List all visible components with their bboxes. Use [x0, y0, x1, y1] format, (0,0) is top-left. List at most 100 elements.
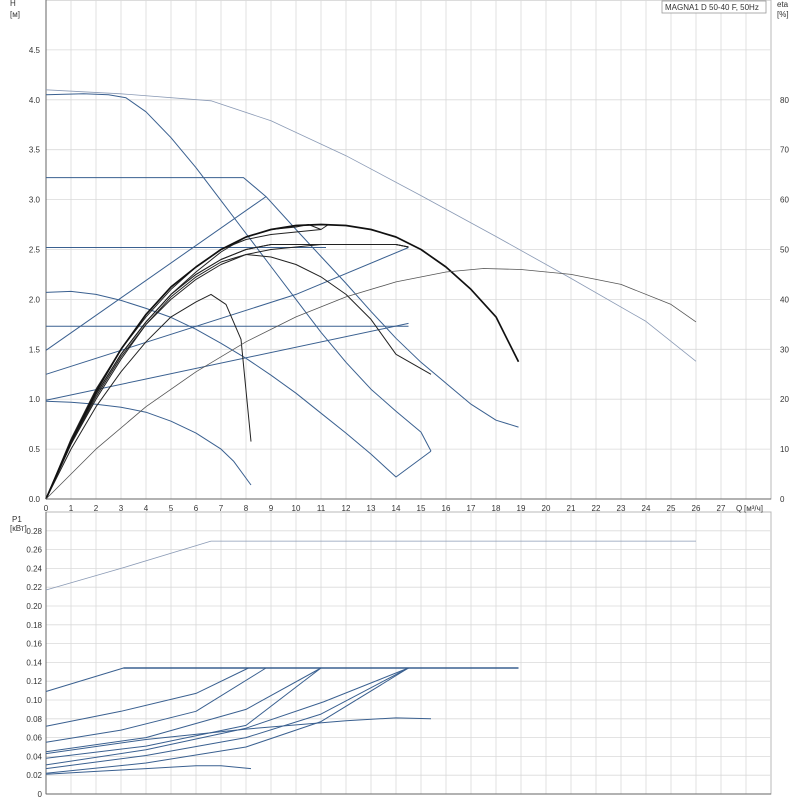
top-series-line-18 [45, 268, 697, 500]
y2-tick-label-eta: 80 [780, 96, 789, 105]
y-tick-label-p1: 0.14 [26, 658, 42, 667]
y2-tick-label-eta: 40 [780, 295, 789, 304]
y-tick-label-h: 3.0 [29, 196, 41, 205]
y-tick-label-p1: 0.20 [26, 602, 42, 611]
y2-tick-label-eta: 10 [780, 445, 789, 454]
y2-tick-label-eta: 50 [780, 246, 789, 255]
x-tick-label: 7 [219, 504, 224, 513]
y-axis-label-h: H [10, 0, 16, 8]
top-chart-tick-labels: 0 1 2 3 4 5 6 7 8 9 10 11 12 13 14 15 16 17 18 19 20 21 22 23 24… [29, 46, 790, 513]
top-series-line-9 [45, 89, 697, 362]
y2-tick-label-eta: 20 [780, 395, 789, 404]
bottom-series-line-0 [45, 540, 696, 591]
bottom-series-line-3 [45, 667, 249, 727]
bottom-series-line-2 [45, 667, 124, 692]
y-tick-label-h: 4.0 [29, 96, 41, 105]
bottom-series-line-5 [45, 667, 322, 753]
bottom-series-line-11 [45, 765, 252, 775]
y-tick-label-p1: 0.24 [26, 564, 42, 573]
top-series-line-8 [45, 322, 409, 401]
y-tick-label-p1: 0.06 [26, 734, 42, 743]
chart-title: MAGNA1 D 50-40 F, 50Hz [665, 3, 759, 12]
bottom-series-line-10 [45, 717, 432, 755]
bottom-series-line-8 [45, 667, 409, 770]
top-chart-grid [45, 0, 772, 500]
y-tick-label-p1: 0.18 [26, 621, 42, 630]
y-tick-label-p1: 0 [38, 790, 43, 799]
top-series-line-17 [45, 223, 520, 500]
bottom-chart-tick-labels: 0 0.02 0.04 0.06 0.08 0.10 0.12 0.14 0.16 0.18 0.2… [26, 527, 42, 799]
y-tick-label-h: 4.5 [29, 46, 41, 55]
y2-tick-label-eta: 60 [780, 196, 789, 205]
y-tick-label-h: 3.5 [29, 146, 41, 155]
x-tick-label: 0 [44, 504, 49, 513]
y-tick-label-p1: 0.02 [26, 771, 42, 780]
x-tick-label: 26 [692, 504, 701, 513]
x-tick-label: 8 [244, 504, 249, 513]
y-tick-label-p1: 0.22 [26, 583, 42, 592]
x-tick-label: 25 [667, 504, 676, 513]
x-tick-label: 5 [169, 504, 174, 513]
y-tick-label-p1: 0.12 [26, 677, 42, 686]
top-chart-series [45, 89, 697, 500]
x-tick-label: 22 [592, 504, 601, 513]
y2-tick-label-eta: 30 [780, 345, 789, 354]
x-tick-label: 15 [417, 504, 426, 513]
x-tick-label: 20 [542, 504, 551, 513]
y-tick-label-h: 0.0 [29, 495, 41, 504]
y-tick-label-p1: 0.26 [26, 546, 42, 555]
y-tick-label-h: 0.5 [29, 445, 41, 454]
x-tick-label: 16 [442, 504, 451, 513]
top-series-line-7 [45, 247, 409, 375]
top-series-line-3 [46, 177, 519, 428]
top-series-line-13 [45, 224, 329, 500]
x-tick-label: 14 [392, 504, 401, 513]
bottom-series-line-9 [45, 667, 409, 774]
chart-title-box [661, 0, 767, 14]
x-tick-label: 2 [94, 504, 99, 513]
x-tick-label: 13 [367, 504, 376, 513]
top-series-line-16 [45, 244, 409, 500]
y-axis-unit-p1: [кВт] [10, 524, 27, 533]
top-series-line-11 [45, 254, 432, 500]
top-series-line-0 [45, 93, 432, 452]
top-series-line-2 [45, 400, 252, 486]
bottom-series-line-4 [45, 667, 267, 743]
bottom-chart-grid [45, 511, 772, 795]
y-tick-label-p1: 0.28 [26, 527, 42, 536]
y2-axis-unit-eta: [%] [777, 10, 789, 19]
x-tick-label: 9 [269, 504, 274, 513]
y2-tick-label-eta: 0 [780, 495, 785, 504]
x-tick-label: 27 [717, 504, 726, 513]
y-tick-label-h: 2.5 [29, 246, 41, 255]
x-tick-label: 19 [517, 504, 526, 513]
y-axis-unit-h: [м] [10, 10, 20, 19]
y-tick-label-h: 2.0 [29, 295, 41, 304]
bottom-chart-series [45, 540, 696, 775]
y2-tick-label-eta: 70 [780, 146, 789, 155]
x-tick-label: 23 [617, 504, 626, 513]
top-series-line-1 [45, 290, 432, 478]
x-tick-label: 3 [119, 504, 124, 513]
x-tick-label: 6 [194, 504, 199, 513]
x-tick-label: 18 [492, 504, 501, 513]
bottom-series-line-7 [45, 667, 409, 766]
bottom-series-line-6 [45, 667, 322, 759]
x-tick-label: 1 [69, 504, 74, 513]
x-tick-label: 17 [467, 504, 476, 513]
top-series-line-10 [45, 293, 252, 500]
y-tick-label-p1: 0.04 [26, 752, 42, 761]
x-tick-label: 4 [144, 504, 149, 513]
x-tick-label: 11 [317, 504, 326, 513]
bottom-plot-frame [45, 511, 772, 795]
y-axis-label-p1: P1 [12, 515, 22, 524]
x-axis-label-q: Q [736, 504, 742, 513]
y-tick-label-p1: 0.08 [26, 715, 42, 724]
x-tick-label: 12 [342, 504, 351, 513]
x-axis-unit-q: [м³/ч] [744, 504, 763, 513]
y2-axis-label-eta: eta [777, 0, 789, 9]
top-series-line-6 [45, 196, 267, 351]
x-tick-label: 24 [642, 504, 651, 513]
y-tick-label-h: 1.5 [29, 345, 41, 354]
